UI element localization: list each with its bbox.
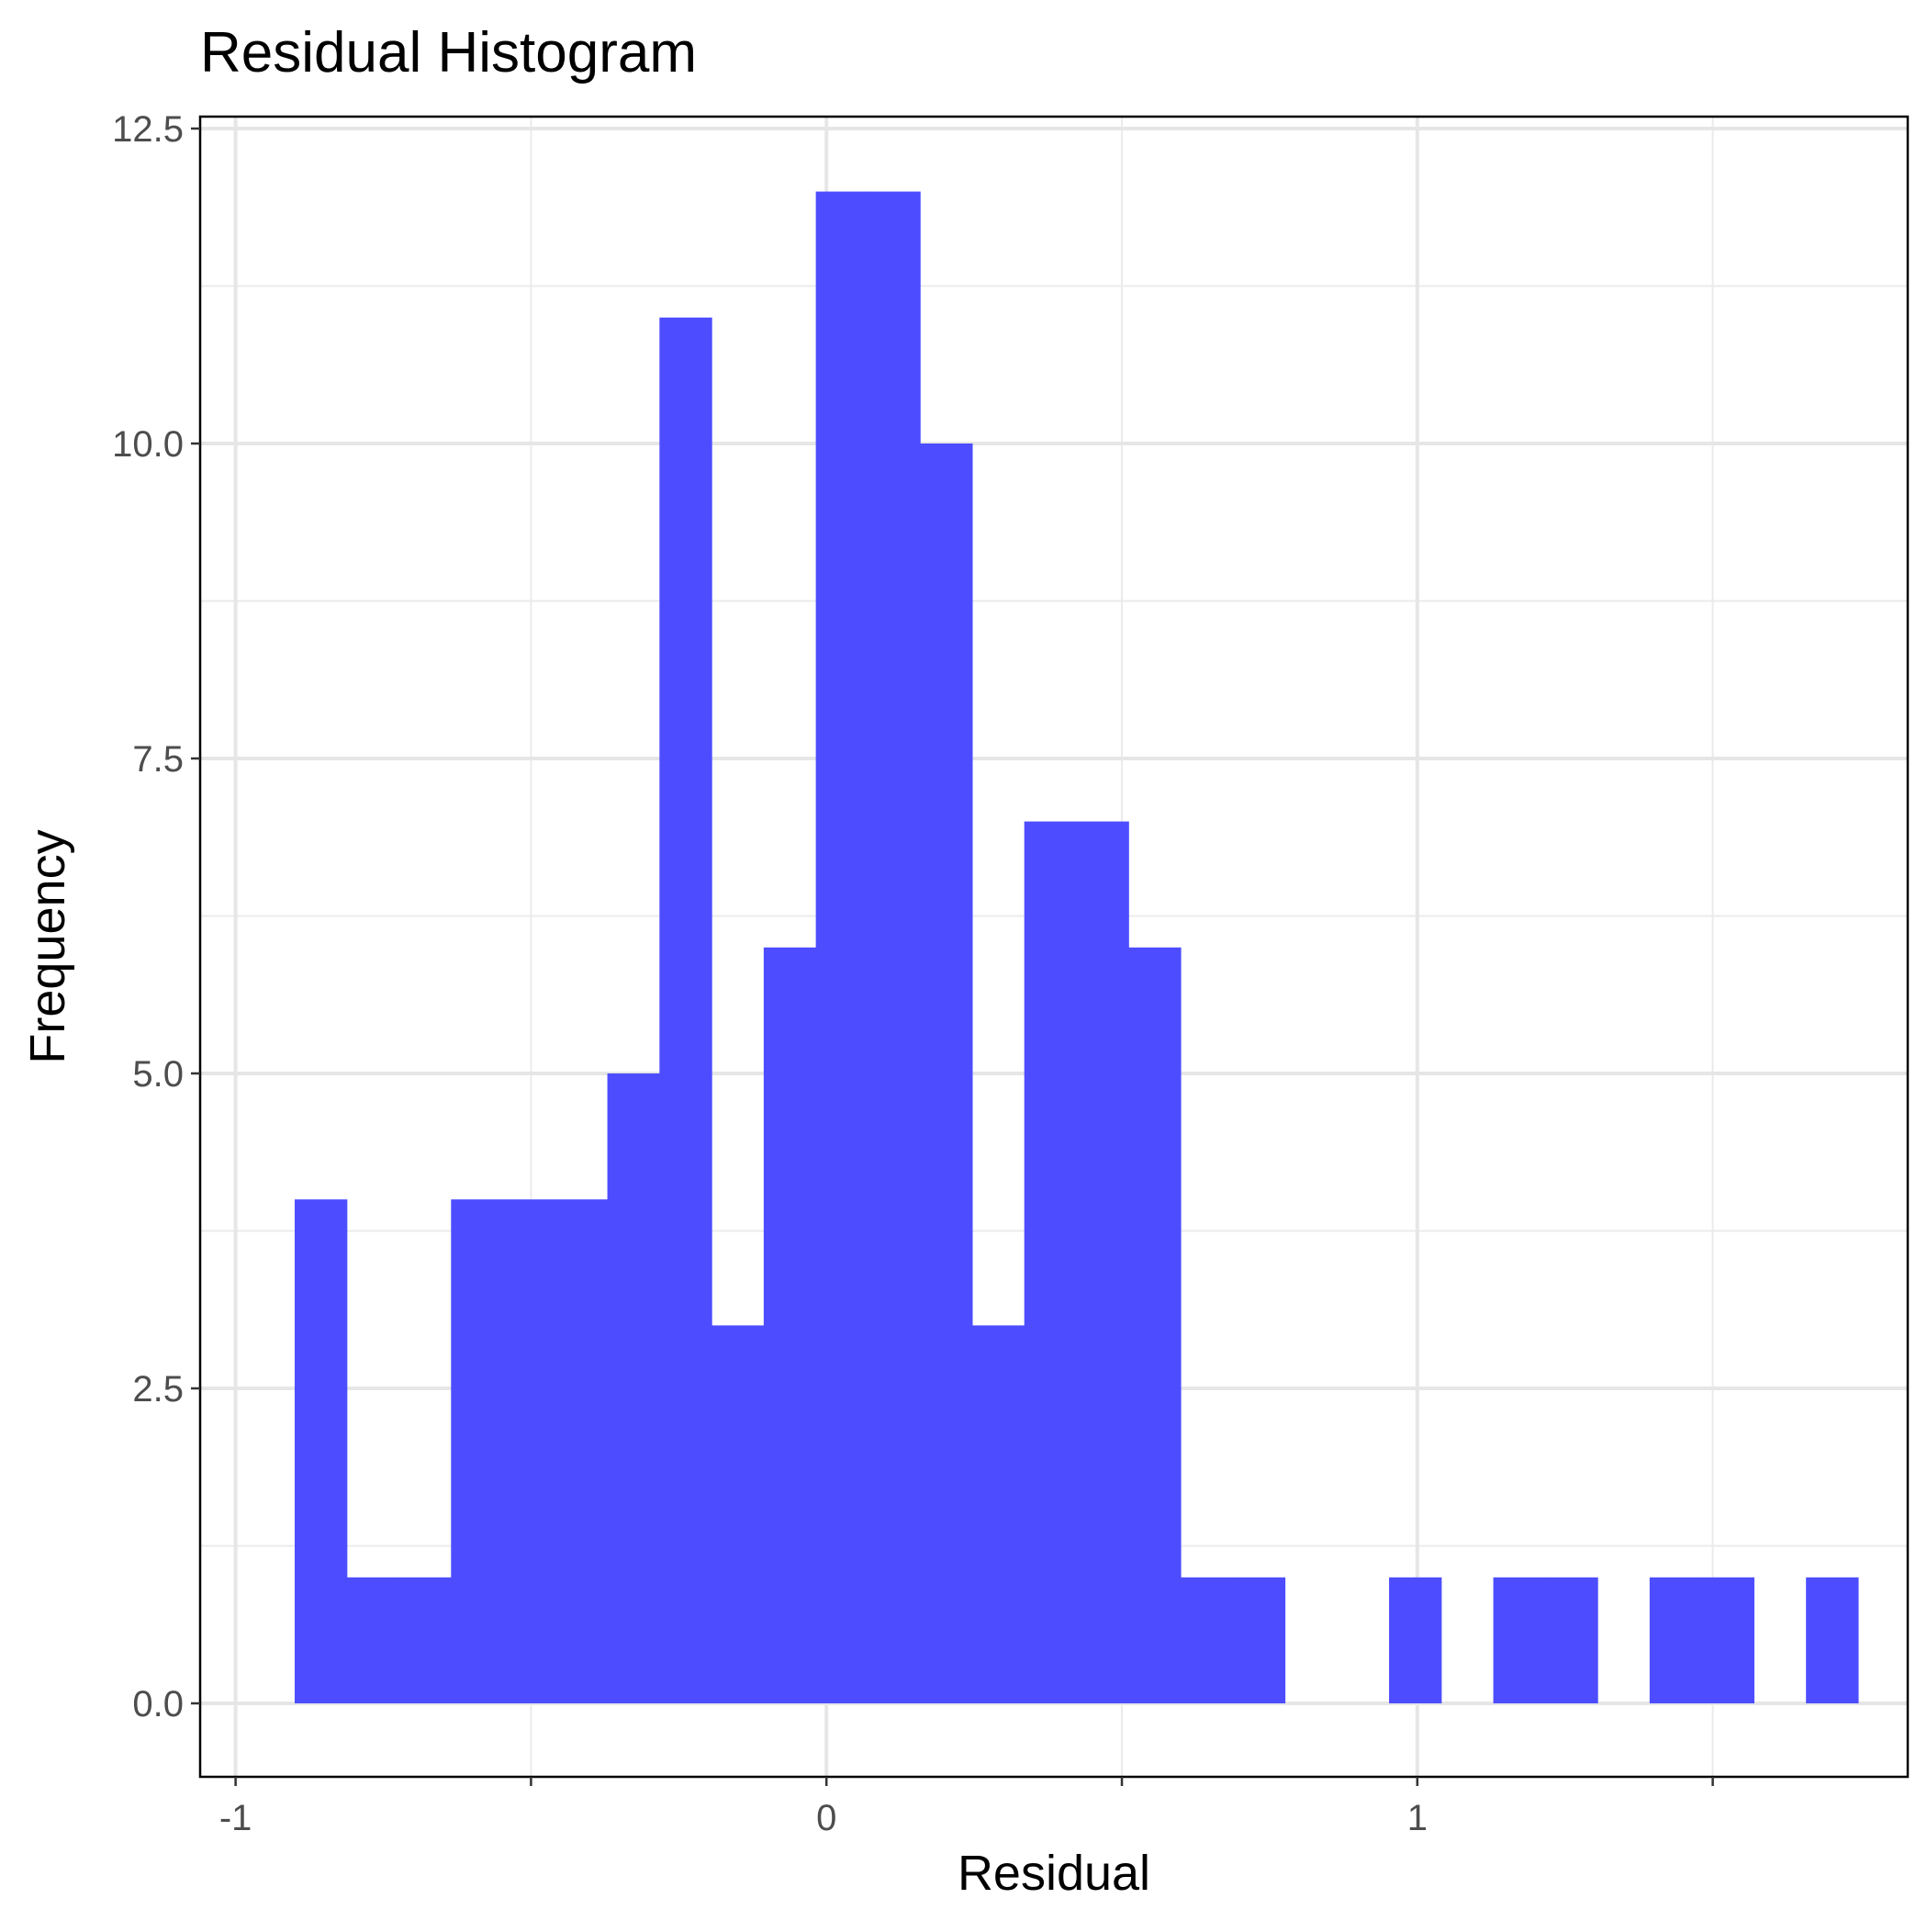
histogram-bar bbox=[1545, 1577, 1598, 1703]
axis-ticks: 0.0 2.5 5.0 7.5 10.0 12.5 -1 0 1 bbox=[112, 109, 1714, 1838]
histogram-bar bbox=[555, 1199, 609, 1703]
histogram-bar bbox=[398, 1577, 452, 1703]
y-tick-label: 0.0 bbox=[132, 1684, 184, 1724]
histogram-bar bbox=[451, 1199, 504, 1703]
histogram-bar bbox=[1701, 1577, 1755, 1703]
histogram-bar bbox=[1389, 1577, 1442, 1703]
y-tick-label: 10.0 bbox=[112, 424, 184, 465]
grid-lines bbox=[200, 117, 1908, 1777]
x-tick-label: -1 bbox=[219, 1798, 252, 1838]
histogram-bar bbox=[1024, 821, 1078, 1703]
histogram-bar bbox=[1076, 821, 1129, 1703]
x-tick-label: 1 bbox=[1407, 1798, 1428, 1838]
y-tick-label: 2.5 bbox=[132, 1369, 184, 1410]
histogram-bars bbox=[294, 191, 1859, 1704]
histogram-bar bbox=[659, 317, 712, 1703]
histogram-bar bbox=[920, 444, 973, 1703]
x-axis-title: Residual bbox=[958, 1846, 1150, 1901]
y-tick-label: 7.5 bbox=[132, 739, 184, 780]
y-tick-label: 12.5 bbox=[112, 109, 184, 150]
histogram-bar bbox=[868, 191, 921, 1704]
histogram-bar bbox=[1232, 1577, 1286, 1703]
histogram-bar bbox=[763, 947, 817, 1703]
histogram-bar bbox=[607, 1073, 660, 1703]
histogram-bar bbox=[1128, 947, 1182, 1703]
histogram-bar bbox=[711, 1325, 765, 1703]
histogram-bar bbox=[503, 1199, 556, 1703]
histogram-bar bbox=[1493, 1577, 1546, 1703]
chart-title: Residual Histogram bbox=[200, 21, 697, 84]
histogram-bar bbox=[1649, 1577, 1703, 1703]
histogram-bar bbox=[1180, 1577, 1234, 1703]
y-axis-title: Frequency bbox=[20, 829, 75, 1063]
plot-panel-border bbox=[198, 115, 1910, 1779]
histogram-bar bbox=[346, 1577, 400, 1703]
histogram-bar bbox=[971, 1325, 1025, 1703]
histogram-bar bbox=[294, 1199, 348, 1703]
histogram-bar bbox=[1806, 1577, 1859, 1703]
y-tick-label: 5.0 bbox=[132, 1054, 184, 1095]
histogram-bar bbox=[815, 191, 868, 1704]
x-tick-label: 0 bbox=[816, 1798, 836, 1838]
